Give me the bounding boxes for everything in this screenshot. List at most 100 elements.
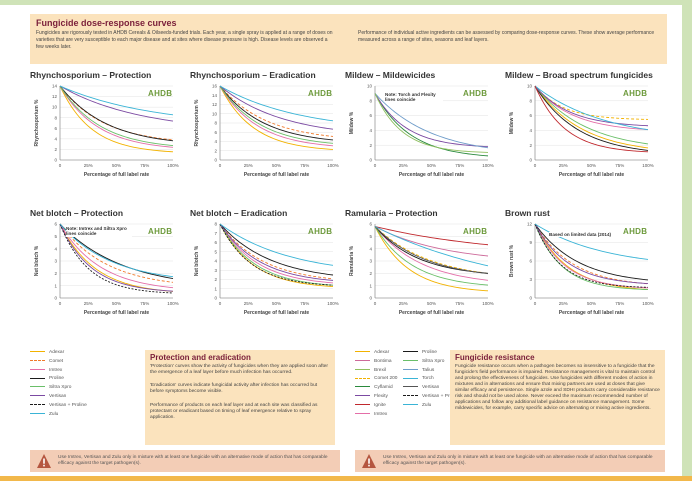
x-tick-label: 0 — [374, 301, 377, 306]
chart-plot: 0 3 6 9 12 0 25% 50% 75% 100% Percentage of full l… — [509, 222, 654, 316]
chart-plot: 0 2 4 6 8 10 12 14 16 0 25% 50% 75% 100% Percentage of… — [194, 84, 339, 178]
y-tick-label: 4 — [369, 128, 372, 133]
x-tick-label: 75% — [300, 301, 309, 306]
legend-label: Siltra Xpro — [422, 358, 445, 364]
y-tick-label: 6 — [214, 130, 217, 135]
series-line-zulu — [374, 226, 489, 267]
warning-text-right: Use Imtrex, Vertisan and Zulu only in mi… — [383, 455, 653, 466]
legend-label: Vertisan + Proline — [49, 402, 87, 408]
chart-note: Note: Torch and Flexity lines coincide — [385, 92, 443, 103]
series-line-proline — [534, 223, 649, 281]
legend-item: Adexar — [355, 350, 389, 355]
series-line-adexar — [374, 226, 489, 292]
x-tick-label: 50% — [112, 301, 121, 306]
y-tick-label: 7 — [214, 231, 217, 236]
y-tick-label: 4 — [214, 259, 217, 264]
legend-swatch — [30, 351, 45, 353]
fungicide-resistance-box: Fungicide resistance Fungicide resistanc… — [450, 350, 665, 445]
y-tick-label: 4 — [54, 246, 57, 251]
legend-swatch — [30, 404, 45, 406]
legend-swatch — [30, 377, 45, 379]
series-line-siltra-xpro — [219, 85, 334, 144]
warning-text-left: Use Imtrex, Vertisan and Zulu only in mi… — [58, 455, 328, 466]
header-box: Fungicide dose-response curves Fungicide… — [30, 14, 667, 64]
chart-panel-4: Mildew – Broad spectrum fungicides 0 2 4 6 8 1… — [505, 70, 655, 186]
chart-title: Mildew – Broad spectrum fungicides — [505, 70, 653, 80]
warning-icon — [37, 454, 51, 468]
legend-swatch — [403, 368, 418, 370]
legend-label: Adexar — [49, 350, 65, 355]
chart-title: Mildew – Mildewicides — [345, 70, 436, 80]
y-tick-label: 10 — [52, 105, 58, 110]
series-line-imtrex — [534, 85, 649, 131]
chart-panel-1: Rhynchosporium – Protection 0 2 4 6 8 10 12 14 0 2… — [30, 70, 180, 186]
series-line-vertisan — [534, 85, 649, 127]
legend-item: Ignite — [355, 403, 386, 408]
legend-swatch — [403, 404, 418, 406]
header-text-left: Fungicides are rigorously tested in AHDB… — [36, 30, 333, 50]
chart-plot: 0 2 4 6 8 10 12 14 0 25% 50% 75% 100% Percentage of f… — [34, 84, 179, 178]
x-axis-label: Percentage of full label rate — [399, 310, 465, 316]
legend-label: Adexar — [374, 350, 390, 355]
series-line-imtrex — [219, 223, 334, 284]
legend-swatch — [355, 404, 370, 406]
y-tick-label: 6 — [529, 113, 532, 118]
y-tick-label: 8 — [54, 115, 57, 120]
chart-title: Net blotch – Protection — [30, 208, 124, 218]
y-tick-label: 0 — [214, 158, 217, 163]
chart-panel-7: Ramularia – Protection 0 1 2 3 4 5 6 0 25% 50% 75% 1… — [345, 208, 495, 324]
x-axis-label: Percentage of full label rate — [399, 172, 465, 178]
y-tick-label: 5 — [214, 249, 217, 254]
legend-swatch — [30, 368, 45, 370]
x-tick-label: 0 — [59, 301, 62, 306]
top-border — [0, 0, 692, 5]
legend-swatch — [403, 386, 418, 388]
y-tick-label: 6 — [369, 222, 372, 227]
legend-label: Flexity — [374, 394, 388, 399]
chart-title: Brown rust — [505, 208, 550, 218]
ahdb-logo: AHDB — [463, 227, 488, 236]
series-line-vertisan — [219, 85, 334, 130]
y-axis-label: Ramularia % — [349, 245, 355, 276]
legend-item: Siltra Xpro — [403, 359, 444, 364]
y-tick-label: 3 — [214, 268, 217, 273]
legend-item: Proline — [30, 376, 64, 381]
legend-item: Vertisan — [403, 385, 439, 390]
series-line-imtrex — [59, 85, 174, 148]
chart-plot: 0 1 2 3 4 5 6 7 8 0 25% 50% 75% 100% Percentage of ful… — [194, 222, 339, 316]
legend-swatch — [403, 360, 418, 362]
x-tick-label: 100% — [327, 163, 339, 168]
y-tick-label: 2 — [214, 148, 217, 153]
chart-panel-2: Rhynchosporium – Eradication 0 2 4 6 8 10 12 14 1… — [190, 70, 340, 186]
legend-label: Siltra Xpro — [49, 385, 72, 391]
series-line-zulu — [219, 223, 334, 266]
ahdb-logo: AHDB — [148, 227, 173, 236]
x-tick-label: 100% — [642, 163, 654, 168]
legend-item: Cyflamid — [355, 385, 393, 390]
ahdb-logo: AHDB — [308, 227, 333, 236]
y-tick-label: 10 — [367, 84, 373, 89]
warning-icon — [362, 454, 376, 468]
y-tick-label: 6 — [54, 222, 57, 227]
x-tick-label: 50% — [272, 301, 281, 306]
chart-panel-6: Net blotch – Eradication 0 1 2 3 4 5 6 7 8 0 25% 50%… — [190, 208, 340, 324]
y-axis-label: Brown rust % — [509, 244, 515, 277]
chart-title: Rhynchosporium – Protection — [30, 70, 152, 80]
x-axis-label: Percentage of full label rate — [244, 310, 310, 316]
x-tick-label: 0 — [374, 163, 377, 168]
warning-box-right: Use Imtrex, Vertisan and Zulu only in mi… — [355, 450, 665, 472]
y-axis-label: Net blotch % — [34, 245, 40, 276]
legend-item: Imtrex — [355, 412, 387, 417]
y-tick-label: 14 — [52, 84, 58, 89]
chart-plot: 0 1 2 3 4 5 6 0 25% 50% 75% 100% Percentage of full … — [349, 222, 494, 316]
x-axis-label: Percentage of full label rate — [84, 310, 150, 316]
chart-panel-8: Brown rust 0 3 6 9 12 0 25% 50% 75% 100% Percentage… — [505, 208, 655, 324]
y-tick-label: 2 — [54, 147, 57, 152]
y-tick-label: 1 — [369, 283, 372, 288]
protection-para-3: Performance of products on each leaf lay… — [150, 403, 318, 420]
legend-label: Zulu — [422, 402, 432, 408]
legend-item: Proline — [403, 350, 437, 355]
legend-swatch — [355, 368, 370, 370]
y-tick-label: 3 — [529, 277, 532, 282]
